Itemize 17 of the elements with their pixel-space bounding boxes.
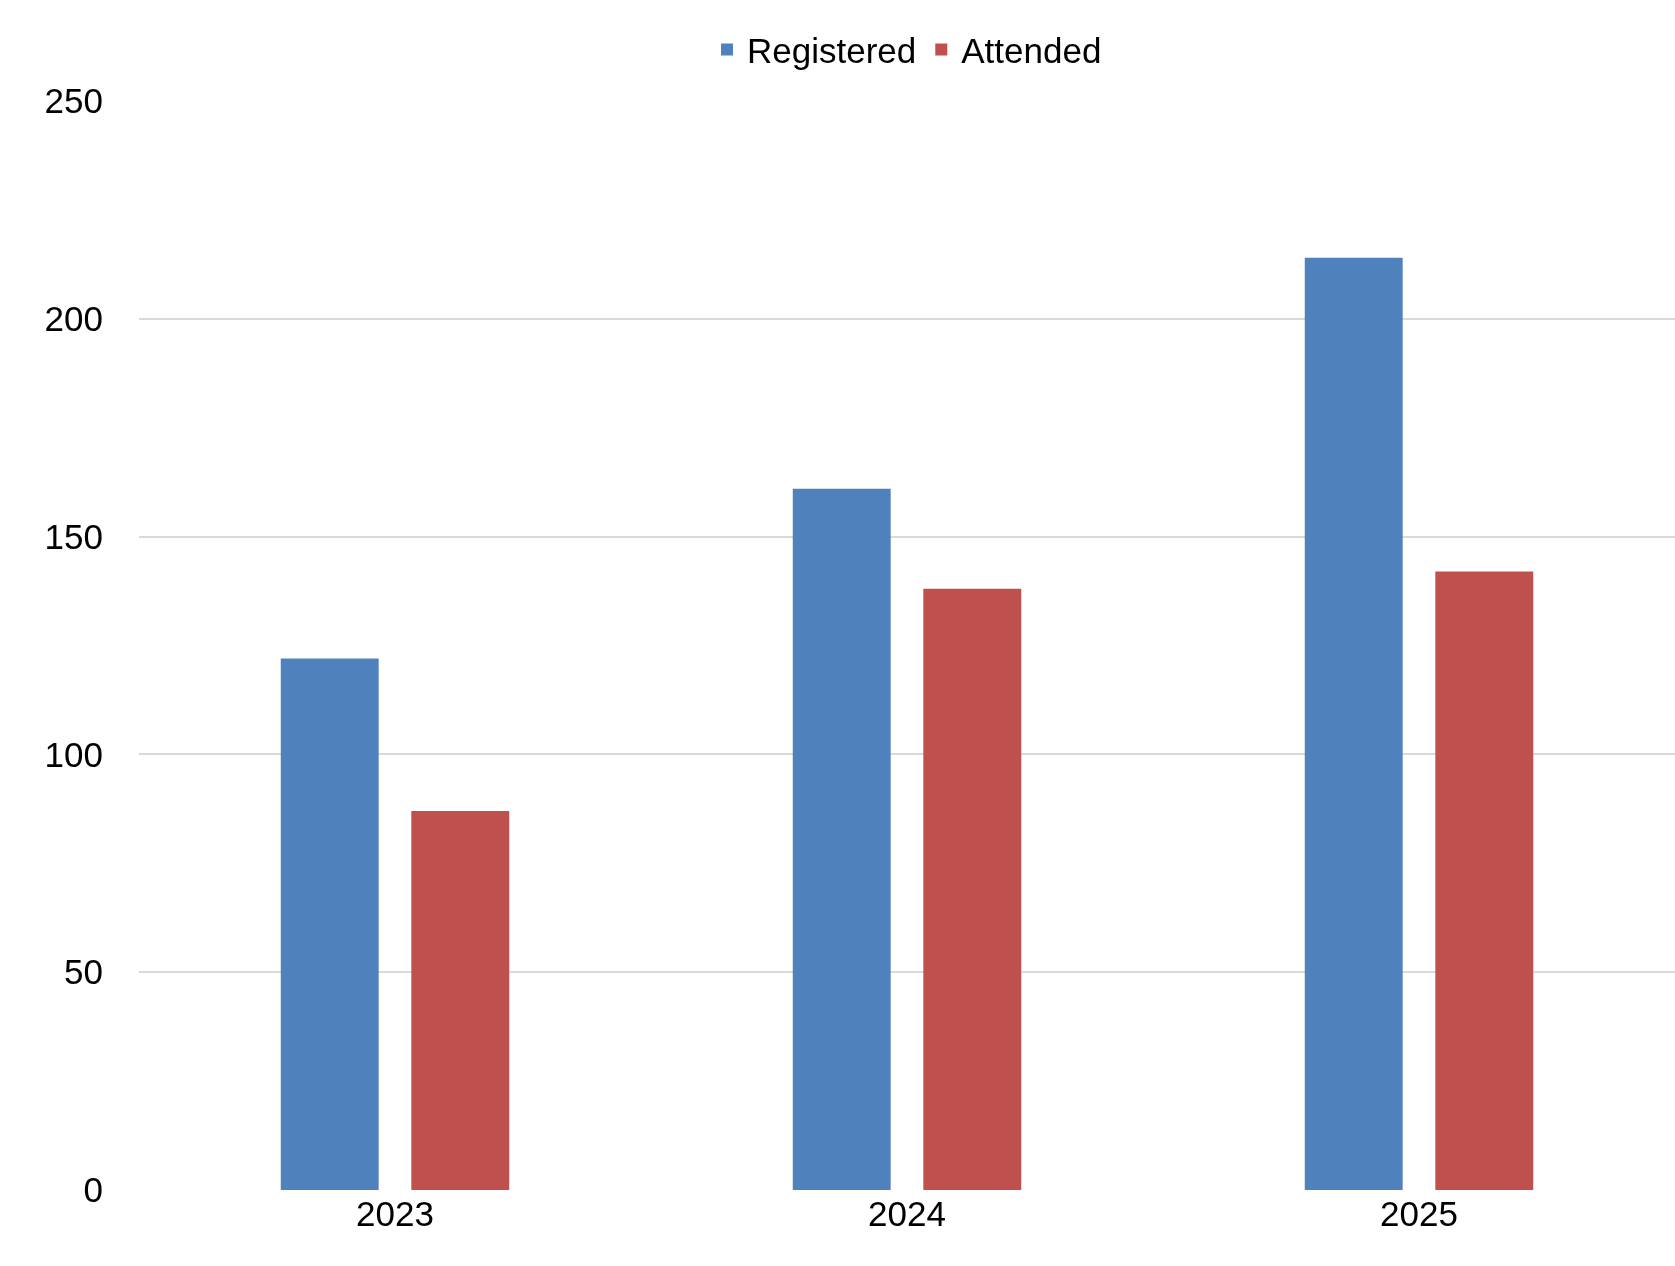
bar	[280, 658, 379, 1190]
bar	[1435, 571, 1534, 1190]
y-tick-label: 50	[64, 952, 103, 992]
y-tick-label: 200	[44, 299, 103, 339]
y-tick-label: 100	[44, 734, 103, 774]
bar	[411, 811, 510, 1190]
x-tick-label: 2024	[868, 1194, 946, 1233]
bar	[923, 588, 1022, 1190]
x-tick-label: 2025	[1380, 1194, 1458, 1233]
y-tick-label: 250	[44, 81, 103, 121]
y-tick-label: 0	[83, 1170, 103, 1210]
legend-label: Attended	[961, 31, 1102, 71]
bar	[1304, 257, 1403, 1190]
y-tick-label: 150	[44, 516, 103, 556]
legend-label: Registered	[747, 31, 917, 71]
bar	[792, 488, 891, 1190]
x-tick-label: 2023	[356, 1194, 434, 1233]
